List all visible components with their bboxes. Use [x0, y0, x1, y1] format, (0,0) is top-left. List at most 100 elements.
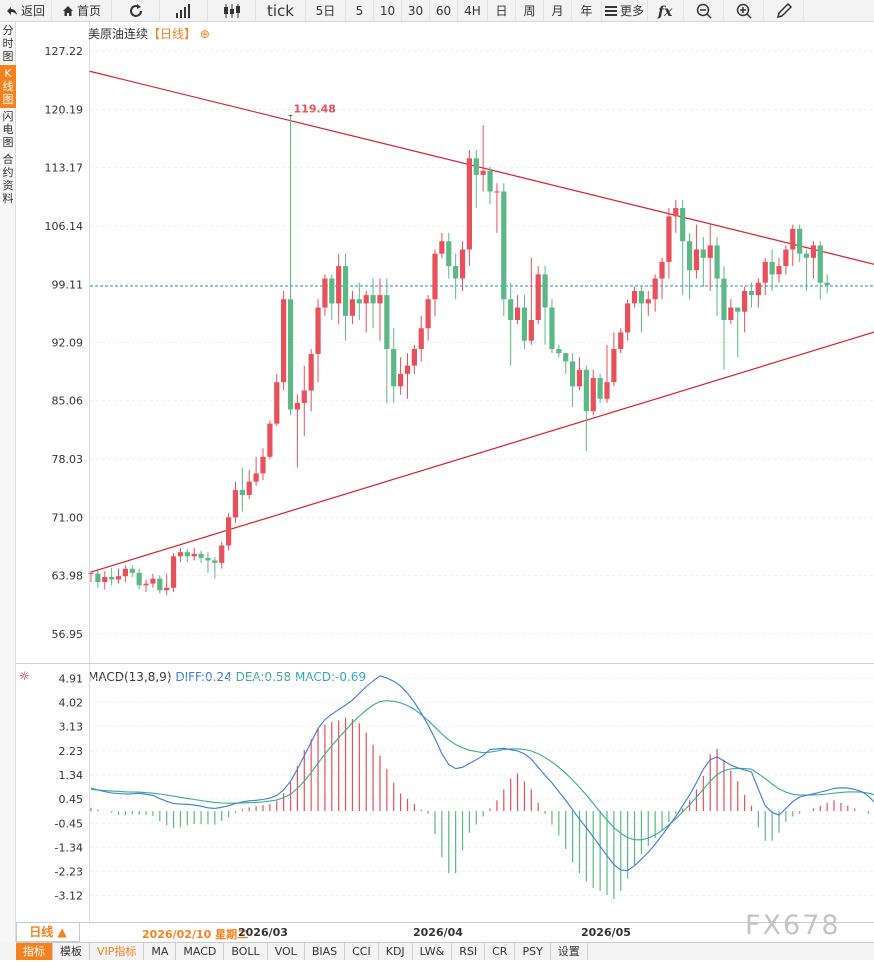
sidebar-tab-0[interactable]: 分时图: [2, 24, 14, 63]
candle[interactable]: [645, 299, 651, 304]
candle[interactable]: [150, 578, 156, 584]
candle[interactable]: [253, 473, 259, 482]
candle[interactable]: [762, 261, 768, 283]
candle[interactable]: [680, 208, 686, 242]
candle[interactable]: [198, 553, 204, 558]
candle[interactable]: [521, 307, 528, 341]
indicator-tab[interactable]: RSI: [452, 943, 486, 960]
indicator-tab[interactable]: LW&: [413, 943, 453, 960]
candle[interactable]: [453, 266, 459, 279]
candle[interactable]: [281, 299, 287, 383]
candle[interactable]: [287, 299, 294, 410]
sidebar-tab-2[interactable]: 闪电图: [2, 110, 14, 149]
candle[interactable]: [501, 191, 507, 300]
candle[interactable]: [686, 241, 693, 271]
candle[interactable]: [129, 568, 135, 573]
candle[interactable]: [88, 572, 94, 574]
toolbar-fx-button[interactable]: fx: [648, 0, 684, 21]
candle[interactable]: [583, 369, 589, 412]
candle[interactable]: [528, 319, 534, 341]
candle[interactable]: [797, 228, 803, 254]
candle[interactable]: [659, 261, 665, 279]
toolbar-tick-button[interactable]: tick: [256, 0, 306, 21]
candle[interactable]: [226, 517, 232, 546]
candle[interactable]: [790, 228, 796, 250]
candle[interactable]: [625, 303, 631, 333]
toolbar-5m-button[interactable]: 5: [346, 0, 374, 21]
candle[interactable]: [308, 353, 314, 391]
candle[interactable]: [769, 261, 775, 275]
candle[interactable]: [349, 299, 356, 316]
candle[interactable]: [446, 241, 452, 267]
candle[interactable]: [735, 307, 741, 312]
candle[interactable]: [432, 253, 438, 300]
candle[interactable]: [570, 361, 576, 387]
toolbar-home-button[interactable]: 首页: [52, 0, 112, 21]
indicator-tab[interactable]: BOLL: [224, 943, 268, 960]
candle[interactable]: [342, 266, 349, 316]
toolbar-zoomin-button[interactable]: [724, 0, 764, 21]
candle[interactable]: [294, 402, 300, 410]
toolbar-month-button[interactable]: 月: [544, 0, 572, 21]
candle[interactable]: [398, 373, 404, 387]
candle[interactable]: [755, 282, 761, 296]
candle[interactable]: [219, 545, 225, 563]
candle[interactable]: [700, 249, 706, 258]
candle[interactable]: [260, 456, 266, 474]
candle[interactable]: [274, 382, 280, 424]
candle[interactable]: [707, 245, 713, 258]
candle[interactable]: [714, 245, 720, 279]
candle[interactable]: [590, 378, 596, 412]
candle[interactable]: [611, 349, 617, 383]
toolbar-5d-button[interactable]: 5日: [306, 0, 346, 21]
toolbar-4h-button[interactable]: 4H: [458, 0, 488, 21]
candle[interactable]: [425, 299, 431, 329]
candle[interactable]: [267, 423, 273, 457]
candle[interactable]: [322, 278, 328, 308]
candle[interactable]: [329, 278, 335, 304]
candle[interactable]: [748, 290, 755, 296]
candle[interactable]: [336, 266, 342, 304]
candle[interactable]: [473, 158, 479, 175]
indicator-tab[interactable]: VOL: [268, 943, 305, 960]
candle[interactable]: [631, 290, 638, 304]
candle[interactable]: [652, 278, 658, 300]
indicator-tab[interactable]: MA: [144, 943, 177, 960]
toolbar-draw-button[interactable]: [764, 0, 804, 21]
candle[interactable]: [783, 249, 789, 267]
indicator-tab[interactable]: 模板: [53, 943, 90, 960]
toolbar-year-button[interactable]: 年: [572, 0, 602, 21]
candle[interactable]: [721, 278, 727, 320]
candle[interactable]: [817, 245, 823, 283]
candle[interactable]: [810, 245, 816, 258]
toolbar-week-button[interactable]: 周: [516, 0, 544, 21]
candle[interactable]: [535, 274, 541, 320]
candle[interactable]: [563, 353, 569, 362]
toolbar-candles-button[interactable]: [208, 0, 256, 21]
indicator-tab[interactable]: 设置: [551, 943, 588, 960]
indicator-tab[interactable]: PSY: [515, 943, 551, 960]
candle[interactable]: [115, 576, 122, 580]
toolbar-10m-button[interactable]: 10: [374, 0, 402, 21]
candle[interactable]: [459, 249, 466, 279]
candle[interactable]: [212, 560, 218, 563]
candle[interactable]: [184, 552, 190, 557]
sidebar-tab-1[interactable]: K线图: [0, 65, 16, 108]
candle[interactable]: [728, 307, 734, 320]
candle[interactable]: [143, 583, 149, 586]
candle[interactable]: [246, 481, 252, 495]
candle[interactable]: [315, 307, 321, 354]
candle[interactable]: [514, 307, 521, 320]
toolbar-zoomout-button[interactable]: [684, 0, 724, 21]
candle[interactable]: [239, 489, 245, 495]
candle[interactable]: [597, 378, 603, 399]
toolbar-refresh-button[interactable]: [112, 0, 160, 21]
candle[interactable]: [556, 349, 562, 354]
candle[interactable]: [232, 489, 239, 518]
candle[interactable]: [418, 328, 424, 350]
candle[interactable]: [618, 332, 624, 350]
sidebar-tab-3[interactable]: 合约资料: [2, 153, 14, 205]
toolbar-60m-button[interactable]: 60: [430, 0, 458, 21]
candle[interactable]: [776, 266, 782, 275]
candle[interactable]: [102, 577, 108, 582]
